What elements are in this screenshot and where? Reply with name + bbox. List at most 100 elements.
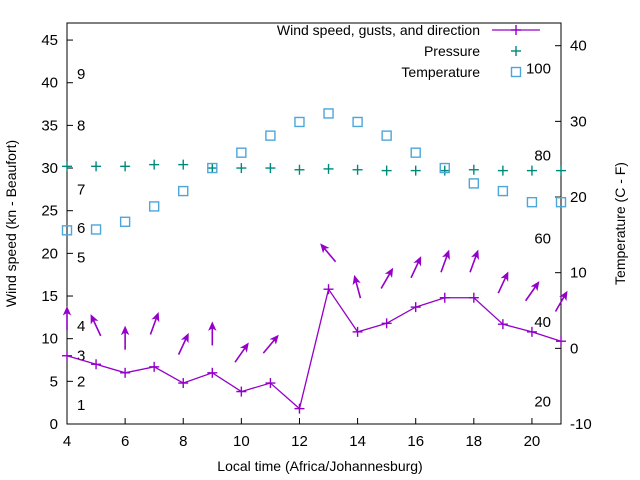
y-axis-title-left: Wind speed (kn - Beaufort): [3, 140, 19, 307]
plot-frame: [66, 22, 562, 425]
marker-square: [526, 196, 538, 208]
marker-square: [61, 225, 73, 236]
marker-square: [555, 196, 567, 208]
wind-direction-arrow: [524, 281, 540, 302]
fahrenheit-label: 40: [534, 314, 551, 331]
arrow-head: [151, 311, 160, 323]
marker-square: [207, 162, 218, 174]
x-tick-label: 6: [121, 433, 129, 450]
series-line: [66, 287, 562, 410]
arrow-head: [62, 306, 72, 316]
arrow-head: [90, 314, 99, 325]
series-0: [62, 243, 568, 414]
arrow-shaft: [440, 253, 449, 273]
y-tick-label-left: 15: [41, 288, 58, 305]
wind-direction-arrow: [410, 256, 422, 279]
y-tick-label-right: 20: [570, 189, 587, 206]
wind-direction-arrow: [469, 249, 479, 273]
x-tick-label: 12: [291, 433, 308, 450]
marker-square: [148, 201, 160, 212]
arrow-shaft: [149, 315, 159, 335]
y-tick-label-left: 35: [41, 117, 58, 134]
wind-direction-arrow: [234, 342, 249, 363]
y-tick-label-right: -10: [570, 416, 592, 433]
x-tick-label: 10: [233, 433, 250, 450]
fahrenheit-label: 80: [534, 147, 551, 164]
beaufort-label: 6: [77, 220, 85, 237]
arrow-shaft: [524, 283, 538, 302]
marker-square: [323, 108, 334, 119]
arrow-shaft: [262, 337, 277, 354]
wind-direction-arrow: [554, 290, 568, 312]
arrow-head: [269, 334, 279, 345]
arrow-head: [180, 332, 189, 344]
y-tick-label-left: 40: [41, 75, 58, 92]
marker-square: [468, 178, 480, 189]
marker-square: [381, 130, 392, 141]
marker-square: [236, 147, 247, 158]
series-2: [61, 108, 567, 236]
legend-label: Wind speed, gusts, and direction: [277, 22, 480, 38]
y-tick-label-right: 0: [570, 340, 578, 357]
y-tick-label-left: 5: [50, 373, 58, 390]
arrow-head: [239, 342, 249, 353]
y-tick-label-right: 10: [570, 265, 587, 282]
arrow-shaft: [322, 245, 337, 263]
wind-direction-arrow: [208, 321, 217, 346]
marker-square: [90, 224, 102, 235]
beaufort-label: 2: [77, 373, 85, 390]
wind-direction-arrow: [320, 243, 337, 263]
marker-square: [265, 130, 276, 141]
arrow-shaft: [497, 274, 508, 294]
wind-direction-arrow: [149, 311, 160, 335]
x-tick-label: 20: [524, 433, 541, 450]
y-axis-title-right: Temperature (C - F): [612, 162, 628, 285]
wind-direction-arrow: [62, 306, 72, 331]
wind-direction-arrow: [120, 325, 130, 350]
y-tick-label-right: 40: [570, 38, 587, 55]
arrow-head: [471, 249, 479, 261]
wind-direction-arrow: [177, 332, 189, 355]
fahrenheit-label: 100: [526, 60, 551, 77]
legend: Wind speed, gusts, and direction Pressure…: [277, 22, 540, 80]
marker-square: [119, 216, 131, 227]
arrow-head: [320, 243, 330, 254]
arrow-shaft: [469, 253, 478, 273]
y-tick-label-right: 30: [570, 113, 587, 130]
x-tick-label: 4: [63, 433, 71, 450]
y-tick-label-left: 0: [50, 416, 58, 433]
marker-square: [352, 116, 363, 128]
wind-direction-arrow: [440, 249, 450, 273]
beaufort-label: 5: [77, 250, 85, 267]
marker-square: [410, 147, 421, 158]
arrow-head: [530, 281, 540, 292]
y-tick-label-left: 45: [41, 32, 58, 49]
y-tick-label-left: 25: [41, 203, 58, 220]
arrow-head: [120, 325, 130, 336]
legend-label: Pressure: [424, 43, 480, 59]
fahrenheit-label: 20: [534, 393, 551, 410]
arrow-head: [500, 271, 509, 282]
marker-square: [294, 116, 305, 128]
legend-label: Temperature: [401, 64, 480, 80]
beaufort-label: 9: [77, 66, 85, 83]
marker-square: [178, 185, 189, 197]
x-axis-title: Local time (Africa/Johannesburg): [217, 458, 422, 474]
y-tick-label-left: 30: [41, 160, 58, 177]
series-1: [62, 159, 566, 176]
beaufort-label: 1: [77, 397, 85, 414]
x-tick-label: 8: [179, 433, 187, 450]
y-tick-label-left: 10: [41, 331, 58, 348]
x-tick-label: 16: [407, 433, 424, 450]
marker-square: [497, 185, 509, 197]
arrow-shaft: [554, 293, 567, 312]
arrow-head: [384, 267, 394, 279]
arrow-shaft: [380, 270, 392, 289]
arrow-shaft: [91, 317, 102, 337]
x-tick-label: 18: [465, 433, 482, 450]
beaufort-label: 3: [77, 348, 85, 365]
marker-square: [439, 162, 450, 174]
beaufort-label: 7: [77, 181, 85, 198]
wind-direction-arrow: [90, 314, 102, 337]
